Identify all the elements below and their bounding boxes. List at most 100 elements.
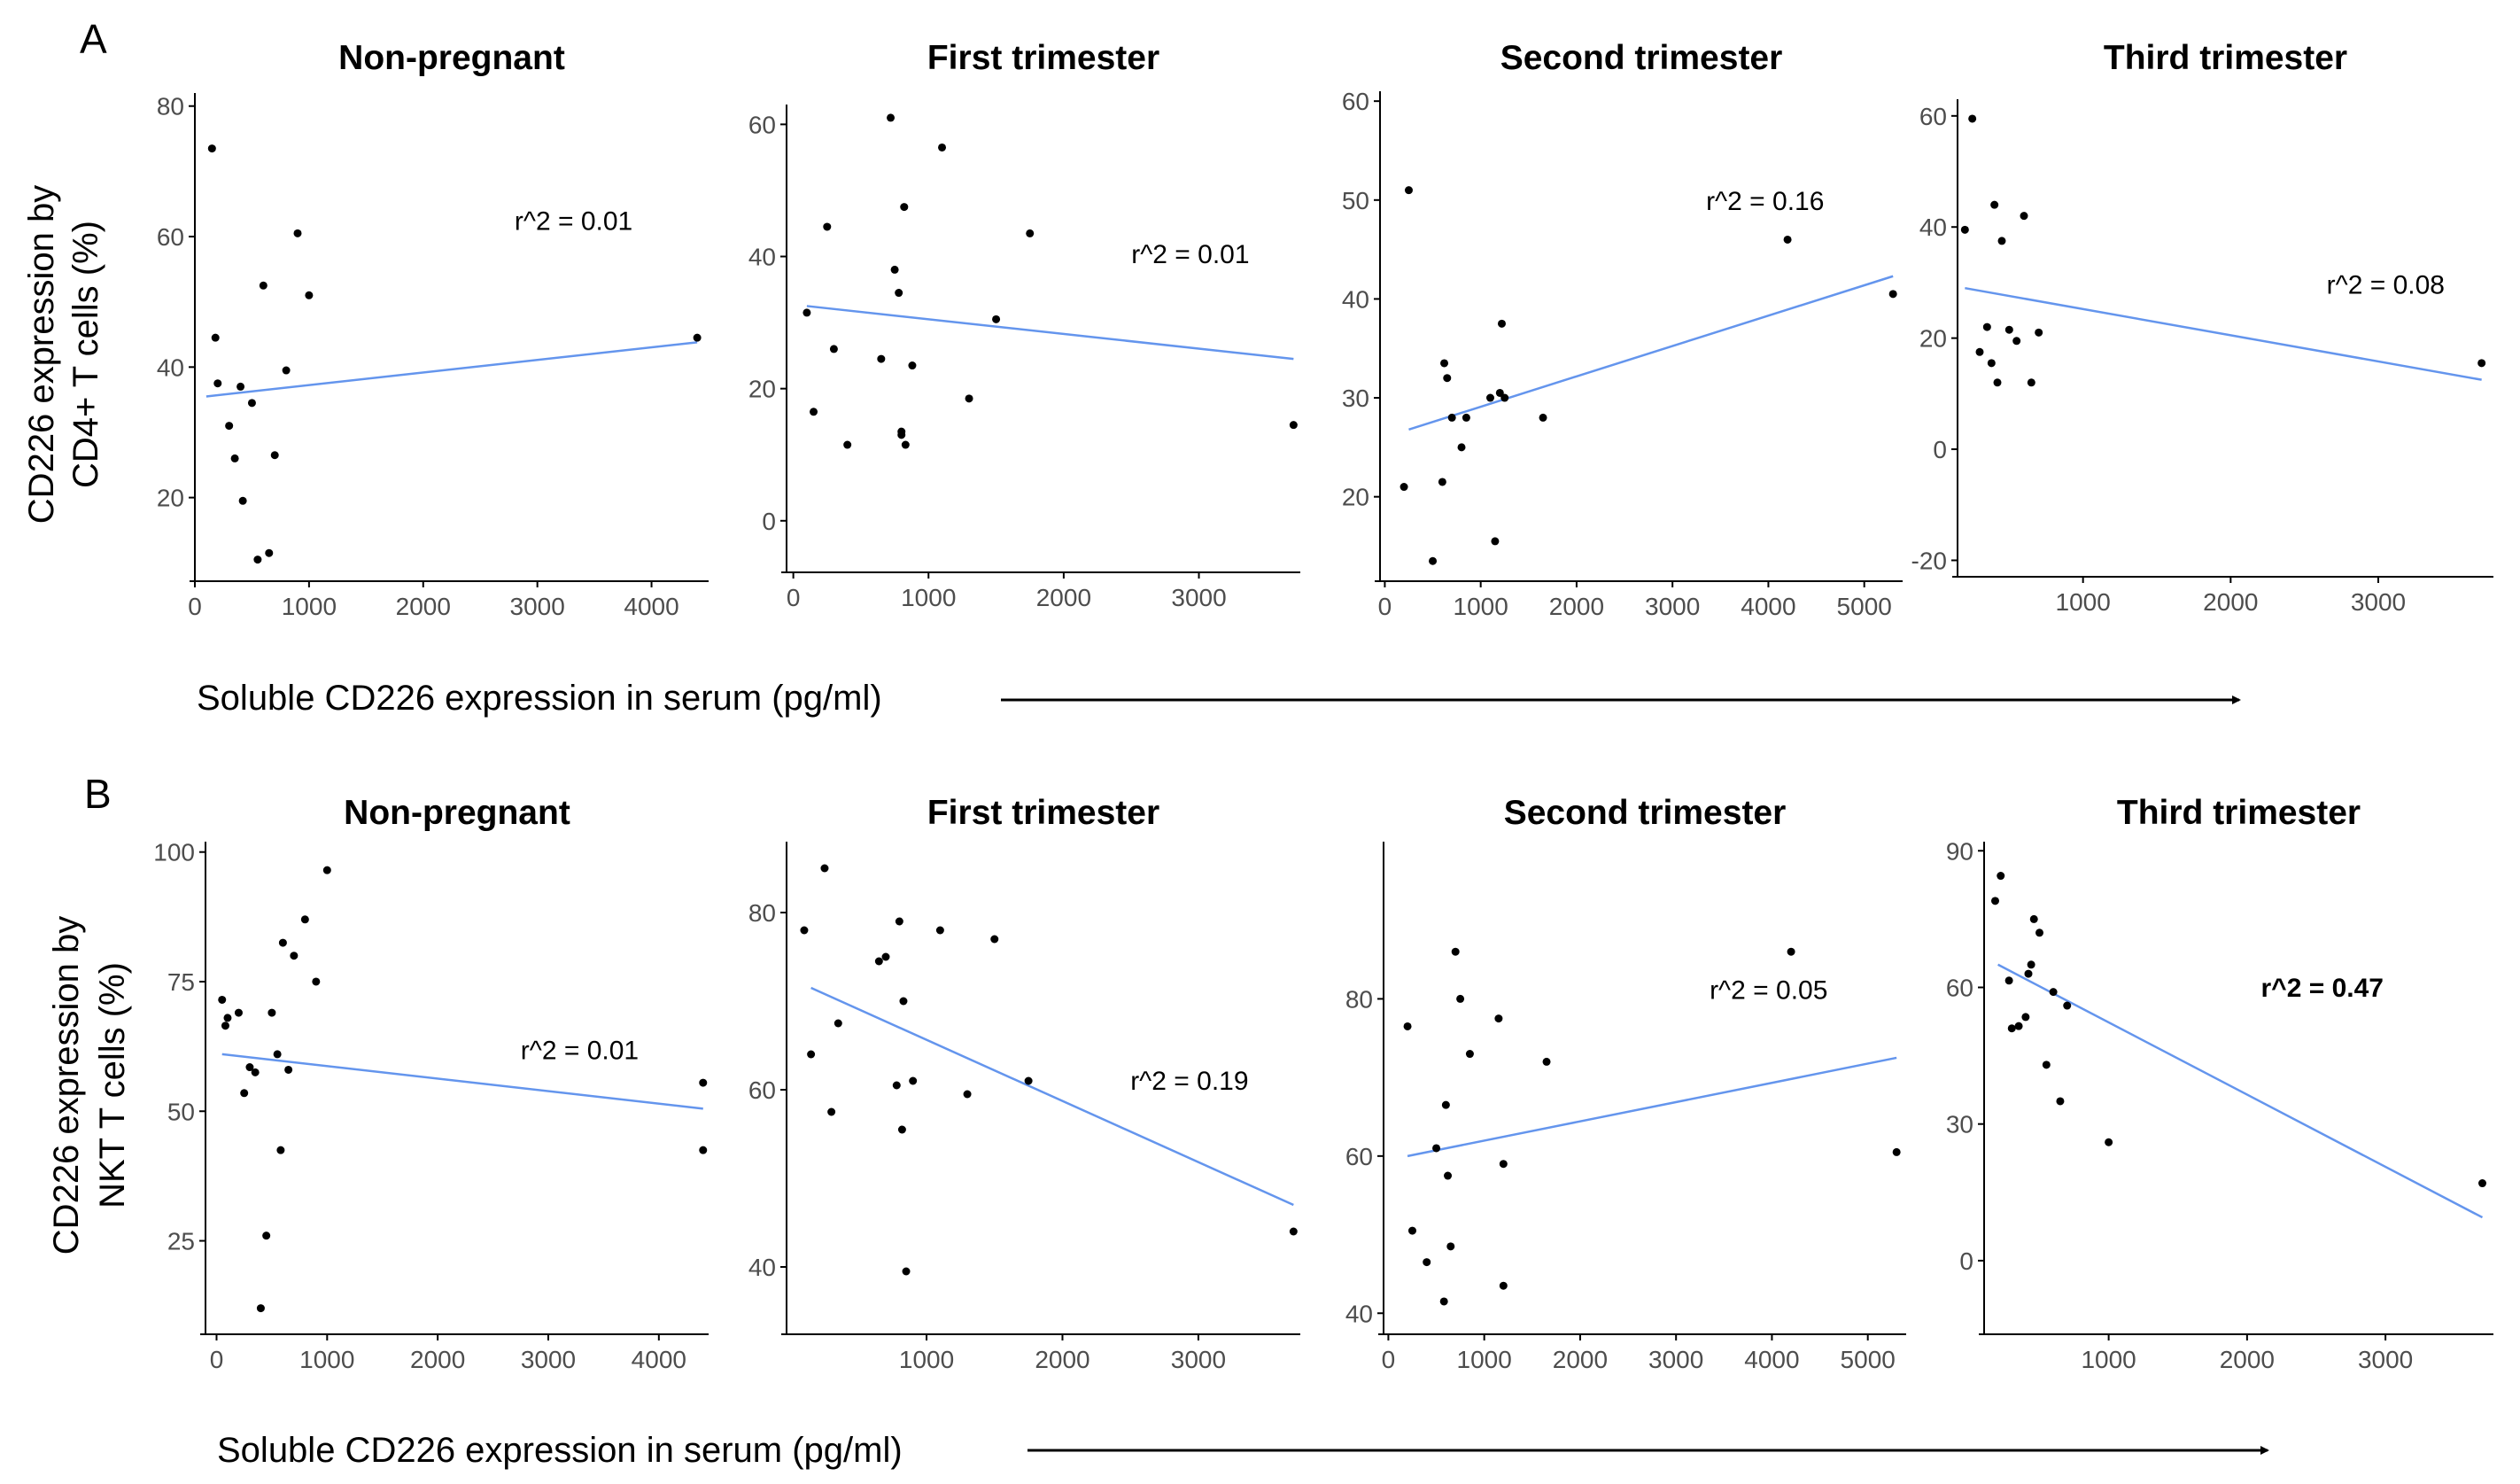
data-point: [992, 315, 1001, 323]
y-tick-label: 25: [167, 1228, 195, 1255]
data-point: [699, 1078, 708, 1087]
y-tick-label: 80: [157, 93, 184, 120]
x-tick-label: 5000: [1841, 1346, 1896, 1373]
data-point: [1441, 1100, 1450, 1109]
data-point: [1407, 1226, 1416, 1235]
data-point: [312, 977, 321, 986]
data-point: [874, 957, 883, 966]
data-point: [693, 333, 702, 342]
data-point: [262, 1231, 271, 1240]
y-tick-label: 80: [748, 899, 776, 927]
data-point: [1456, 994, 1465, 1003]
data-point: [247, 399, 256, 408]
data-point: [273, 1050, 282, 1059]
y-tick-label: 0: [1933, 436, 1947, 463]
panel-2: Second trimester 20 30 40 50 60 0 1000 2000 3000 4…: [1342, 39, 1903, 620]
y-tick-label: 40: [748, 1254, 776, 1281]
r-squared-annotation: r^2 = 0.01: [1131, 240, 1249, 269]
data-point: [935, 926, 944, 935]
data-point: [1444, 1171, 1453, 1180]
y-tick-label: -20: [1911, 547, 1947, 574]
data-point: [1975, 347, 1984, 356]
data-point: [1447, 413, 1456, 422]
regression-line: [1408, 275, 1894, 431]
data-point: [1289, 1227, 1298, 1236]
panel-7: Third trimester 0 30 60 90 1000 2000 3000 r^2 = …: [1946, 794, 2493, 1373]
x-tick-label: 3000: [2358, 1346, 2413, 1373]
data-point: [1443, 374, 1452, 383]
data-point: [1783, 235, 1792, 244]
data-point: [290, 952, 299, 960]
data-point: [1440, 359, 1449, 368]
x-tick-label: 0: [1382, 1346, 1396, 1373]
data-point: [900, 203, 909, 212]
x-tick-label: 0: [787, 584, 801, 611]
x-tick-label: 4000: [624, 593, 678, 620]
data-point: [1432, 1144, 1441, 1153]
panel-title: First trimester: [927, 794, 1159, 832]
data-point: [2035, 928, 2043, 937]
data-point: [1495, 388, 1504, 397]
panel-1: First trimester 0 20 40 60 0 1000 2000 3000 r^2 =…: [748, 39, 1300, 611]
x-tick-label: 1000: [901, 584, 956, 611]
y-tick-label: 40: [1345, 1300, 1373, 1327]
panel-6: Second trimester 40 60 80 0 1000 2000 3000 4000 5…: [1345, 794, 1906, 1373]
y-tick-label: 60: [1342, 88, 1369, 115]
data-point: [1024, 1076, 1033, 1085]
data-point: [1462, 413, 1470, 422]
y-tick-label: 50: [1342, 187, 1369, 214]
data-point: [699, 1146, 708, 1154]
x-tick-label: 1000: [299, 1346, 354, 1373]
data-point: [1960, 225, 1969, 234]
data-point: [238, 496, 247, 505]
data-point: [1499, 1160, 1508, 1169]
data-point: [965, 394, 973, 403]
x-tick-label: 2000: [1549, 593, 1604, 620]
data-point: [2105, 1138, 2113, 1146]
x-tick-label: 3000: [510, 593, 565, 620]
x-tick-label: 2000: [1036, 584, 1091, 611]
data-point: [245, 1063, 254, 1072]
data-point: [251, 1068, 260, 1076]
regression-line: [1407, 1056, 1897, 1158]
data-point: [897, 1125, 906, 1134]
data-point: [1787, 947, 1795, 956]
x-tick-label: 5000: [1837, 593, 1892, 620]
data-point: [293, 229, 302, 237]
x-tick-label: 4000: [1741, 593, 1795, 620]
data-point: [990, 935, 999, 944]
data-point: [902, 1267, 911, 1276]
row-b-ylabel-line2: NKT T cells (%): [93, 962, 132, 1208]
y-tick-label: 40: [1342, 285, 1369, 313]
x-tick-label: 1000: [2056, 588, 2111, 616]
y-tick-label: 60: [748, 1076, 776, 1104]
data-point: [1987, 359, 1996, 368]
x-tick-label: 2000: [2203, 588, 2258, 616]
data-point: [2012, 337, 2021, 346]
data-point: [2027, 378, 2035, 387]
data-point: [2042, 1061, 2051, 1069]
data-point: [963, 1090, 972, 1099]
data-point: [1465, 1050, 1474, 1059]
data-point: [1500, 393, 1509, 402]
x-tick-label: 3000: [1645, 593, 1700, 620]
data-point: [2056, 1097, 2065, 1106]
data-point: [278, 938, 287, 947]
data-point: [1438, 478, 1446, 486]
data-point: [823, 222, 832, 231]
y-tick-label: 60: [1345, 1143, 1373, 1170]
data-point: [300, 915, 309, 924]
row-a-ylabel-line2: CD4+ T cells (%): [66, 221, 105, 488]
panel-title: Non-pregnant: [338, 39, 565, 77]
data-point: [829, 345, 838, 354]
y-tick-label: 0: [1959, 1247, 1973, 1275]
row-a-letter: A: [80, 16, 107, 62]
y-tick-label: 60: [1946, 974, 1973, 1001]
data-point: [2020, 212, 2028, 221]
data-point: [1997, 237, 2006, 245]
data-point: [207, 144, 216, 153]
data-point: [834, 1019, 842, 1028]
x-tick-label: 1000: [282, 593, 337, 620]
data-point: [322, 866, 331, 874]
